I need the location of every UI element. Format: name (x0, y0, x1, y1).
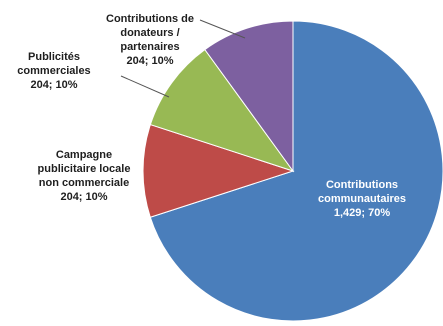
slice-label-0: Contributions communautaires 1,429; 70% (318, 179, 406, 219)
slice-label-line: partenaires (120, 41, 179, 53)
slice-label-line: Contributions (326, 179, 398, 191)
slice-label-3: Contributions de donateurs / partenaires 20… (106, 13, 194, 67)
slice-value-text: 204; 10% (126, 55, 173, 67)
slice-label-line: Campagne (56, 149, 112, 161)
slice-label-line: commerciales (17, 65, 90, 77)
slice-value-text: 204; 10% (30, 79, 77, 91)
slice-label-line: Publicités (28, 51, 80, 63)
slice-label-line: communautaires (318, 193, 406, 205)
pie-slice-1 (142, 123, 295, 218)
slice-label-line: publicitaire locale (38, 163, 131, 175)
pie-slice-0 (149, 20, 443, 322)
slice-label-line: Contributions de (106, 13, 194, 25)
leader-line-2 (120, 75, 170, 98)
slice-label-line: donateurs / (120, 27, 179, 39)
pie-slices (142, 20, 443, 322)
leader-line-3 (199, 19, 246, 39)
leader-lines (120, 19, 246, 98)
slice-label-line: non commerciale (39, 177, 129, 189)
slice-label-1: Campagne publicitaire locale non commercia… (38, 149, 131, 203)
slice-label-2: Publicités commerciales 204; 10% (17, 51, 90, 91)
slice-labels: Contributions communautaires 1,429; 70% Cam… (17, 13, 406, 219)
slice-value-text: 204; 10% (60, 191, 107, 203)
pie-slice-2 (149, 48, 295, 172)
slice-value-text: 1,429; 70% (334, 207, 390, 219)
pie-slice-3 (204, 20, 294, 173)
